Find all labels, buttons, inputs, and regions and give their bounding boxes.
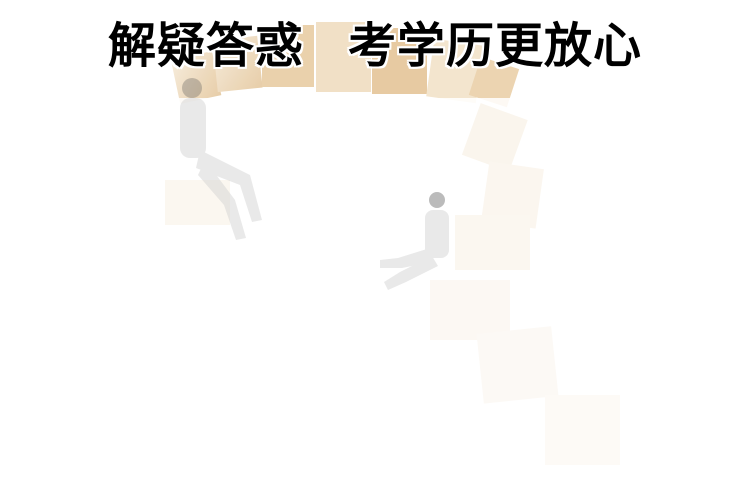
faded-blocks — [165, 103, 620, 465]
seated-person-left — [180, 78, 262, 240]
headline: 解疑答惑 考学历更放心 — [0, 14, 750, 78]
headline-left: 解疑答惑 — [107, 18, 304, 74]
headline-right: 考学历更放心 — [348, 18, 643, 74]
top-blocks — [170, 22, 520, 108]
seated-person-center — [380, 192, 449, 290]
